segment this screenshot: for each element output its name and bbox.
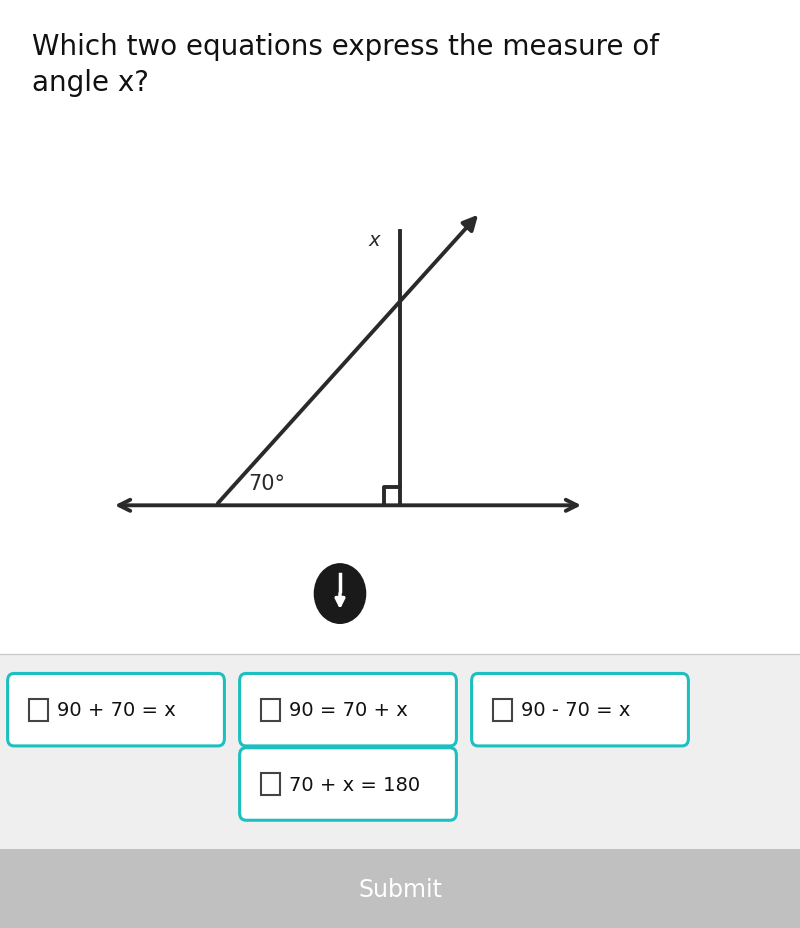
Text: 70 + x = 180: 70 + x = 180 [290, 775, 420, 793]
FancyBboxPatch shape [7, 674, 224, 746]
FancyBboxPatch shape [240, 674, 456, 746]
FancyBboxPatch shape [471, 674, 688, 746]
FancyBboxPatch shape [29, 699, 48, 721]
Text: 90 - 70 = x: 90 - 70 = x [522, 701, 630, 719]
FancyBboxPatch shape [240, 748, 456, 820]
FancyBboxPatch shape [493, 699, 512, 721]
Text: 90 = 70 + x: 90 = 70 + x [290, 701, 408, 719]
Text: 90 + 70 = x: 90 + 70 = x [58, 701, 176, 719]
Text: Which two equations express the measure of
angle x?: Which two equations express the measure … [32, 32, 659, 97]
Text: x: x [368, 231, 379, 250]
FancyBboxPatch shape [0, 849, 800, 928]
FancyBboxPatch shape [261, 773, 281, 795]
Text: 70°: 70° [248, 473, 285, 493]
Circle shape [314, 564, 366, 624]
Text: Submit: Submit [358, 877, 442, 900]
FancyBboxPatch shape [261, 699, 281, 721]
FancyBboxPatch shape [0, 654, 800, 928]
